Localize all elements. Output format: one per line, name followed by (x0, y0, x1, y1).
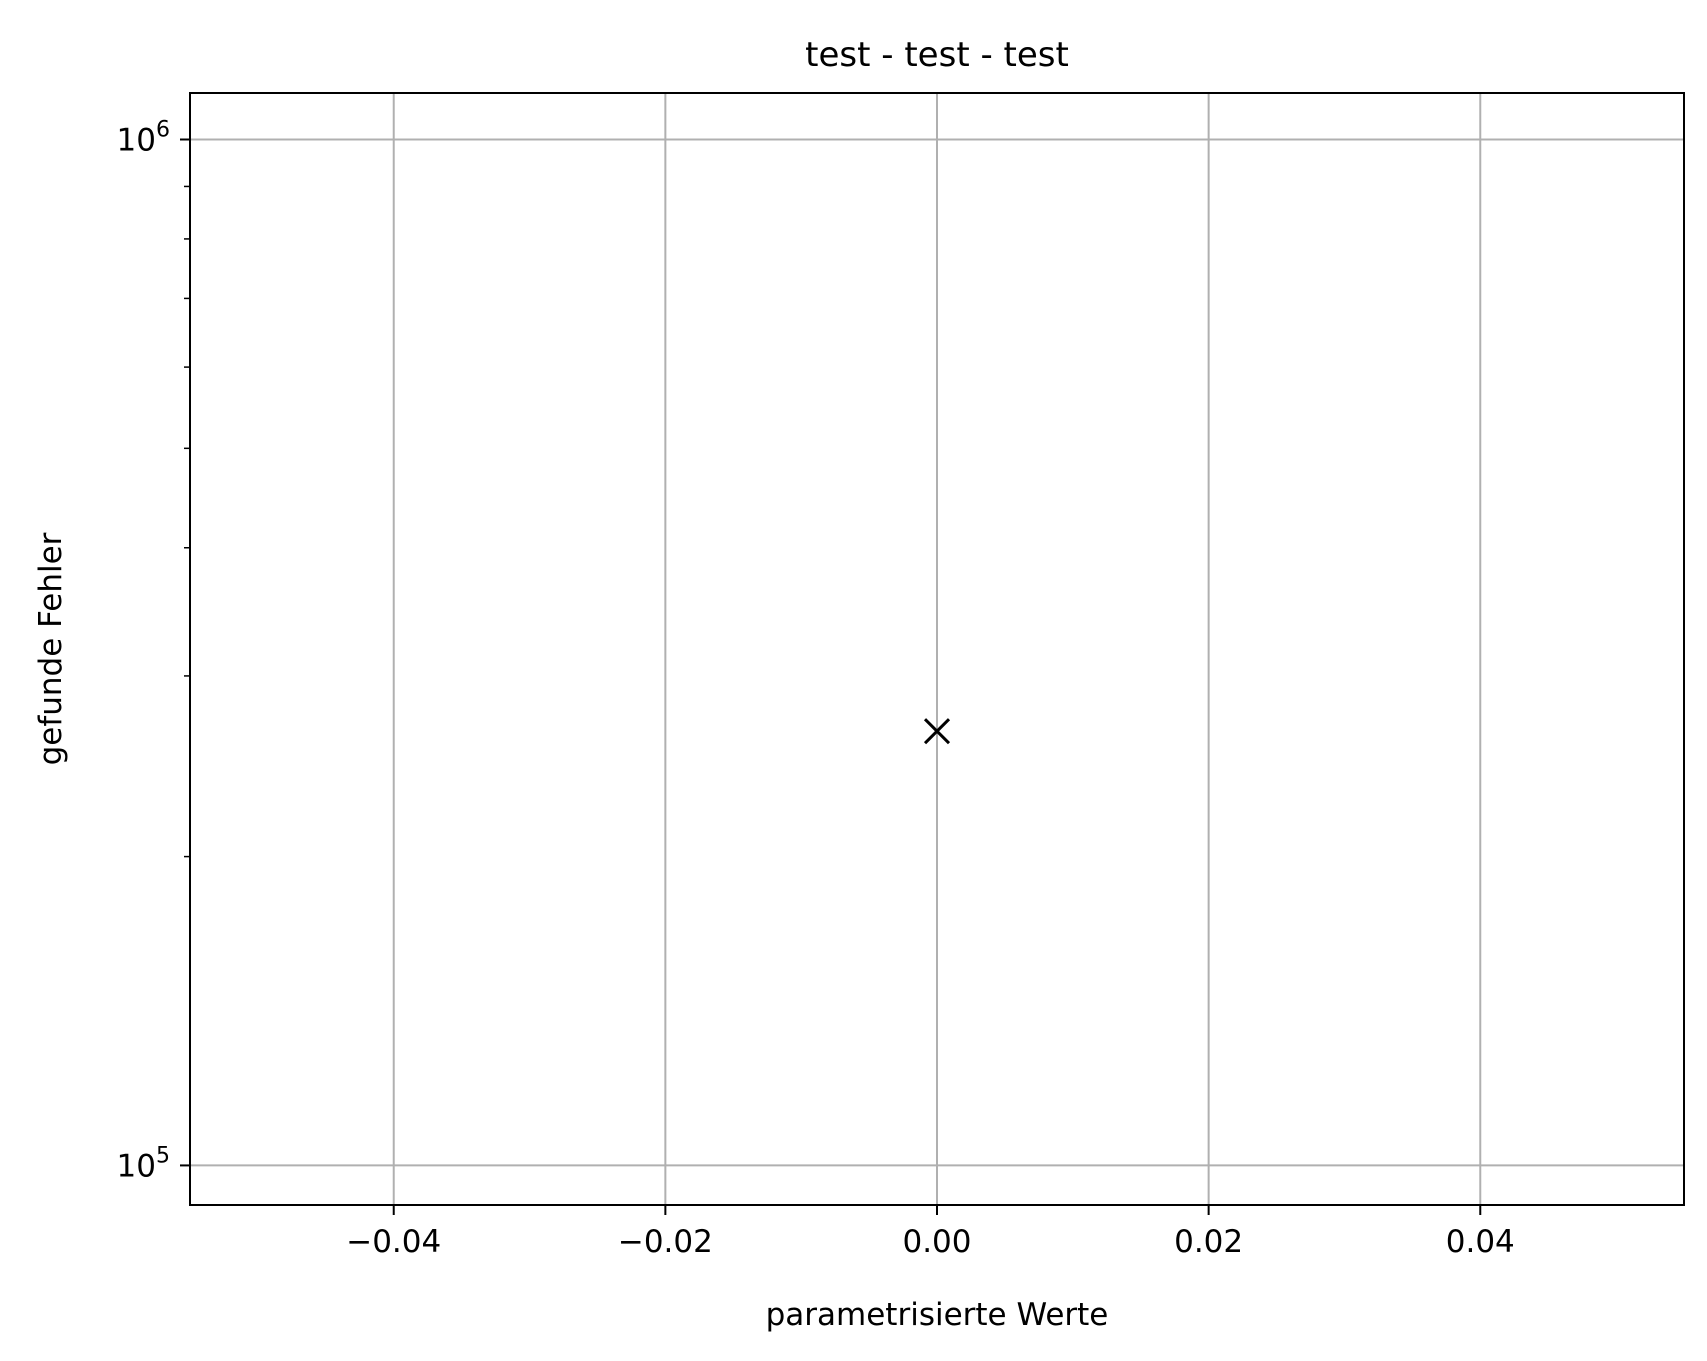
ticks: −0.04 −0.02 0.00 0.02 0.04 105 106 (117, 117, 1515, 1260)
x-tick-label: 0.04 (1446, 1224, 1515, 1260)
y-axis-label: gefunde Fehler (33, 532, 69, 765)
grid (190, 93, 1684, 1205)
chart-title: test - test - test (805, 35, 1069, 75)
marker-stroke (923, 718, 951, 745)
x-tick-label: −0.02 (618, 1224, 713, 1260)
x-axis-label: parametrisierte Werte (766, 1297, 1109, 1333)
data-point-marker (923, 718, 951, 745)
x-tick-label: 0.00 (902, 1224, 971, 1260)
y-tick-label: 106 (117, 117, 170, 158)
data-points (923, 718, 951, 745)
x-tick-label: 0.02 (1174, 1224, 1243, 1260)
plot-frame (189, 92, 1685, 1206)
y-tick-label: 105 (117, 1143, 170, 1184)
x-tick-label: −0.04 (346, 1224, 441, 1260)
